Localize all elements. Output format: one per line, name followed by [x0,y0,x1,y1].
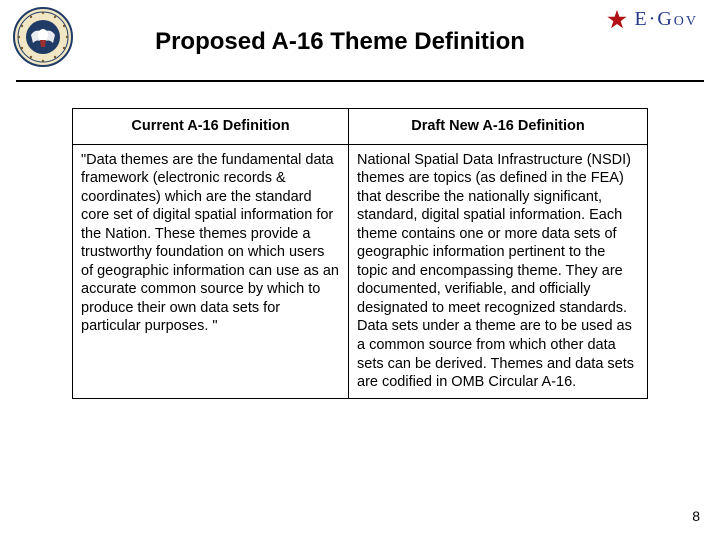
egov-text: E·Gov [634,8,698,31]
page-title: Proposed A-16 Theme Definition [120,28,560,56]
table-header-row: Current A-16 Definition Draft New A-16 D… [73,109,648,145]
seal-icon [12,6,74,73]
col-header-current: Current A-16 Definition [73,109,349,145]
definition-table: Current A-16 Definition Draft New A-16 D… [72,108,648,399]
egov-logo: E·Gov [606,8,698,31]
cell-draft-definition: National Spatial Data Infrastructure (NS… [349,144,648,398]
cell-current-definition: "Data themes are the fundamental data fr… [73,144,349,398]
table-row: "Data themes are the fundamental data fr… [73,144,648,398]
star-icon [606,9,628,31]
slide: E·Gov Proposed A-16 Theme Definition Cur… [0,0,720,540]
page-number: 8 [692,508,700,524]
title-divider [16,80,704,82]
col-header-draft: Draft New A-16 Definition [349,109,648,145]
